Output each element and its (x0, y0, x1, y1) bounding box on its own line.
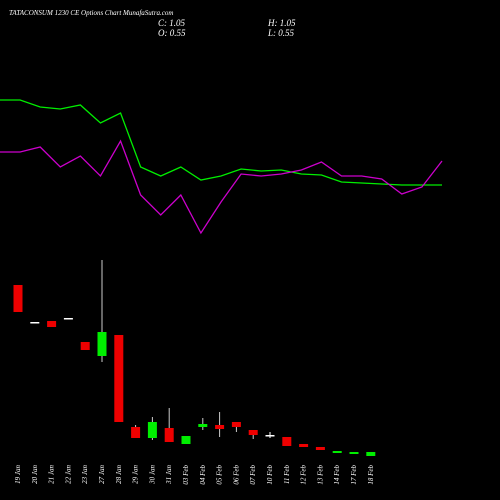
x-tick-label: 27 Jan (98, 465, 106, 484)
x-tick-label: 03 Feb (182, 465, 190, 485)
close-label: C: 1.05 (158, 18, 186, 28)
candle-body (63, 318, 73, 320)
x-tick-label: 17 Feb (350, 465, 358, 485)
x-tick-label: 28 Jan (115, 465, 123, 484)
x-tick-label: 12 Feb (300, 465, 308, 485)
candle-body (164, 428, 174, 442)
candle-body (282, 437, 292, 446)
open-label: O: 0.55 (158, 28, 186, 38)
x-tick-label: 22 Jan (64, 465, 72, 484)
candle-body (97, 332, 107, 356)
x-tick-label: 11 Feb (283, 465, 291, 485)
x-tick-label: 13 Feb (316, 465, 324, 485)
candle-body (215, 425, 225, 429)
x-tick-label: 23 Jan (81, 465, 89, 484)
high-label: H: 1.05 (267, 18, 296, 28)
candle-body (332, 451, 342, 453)
x-tick-label: 19 Jan (14, 465, 22, 484)
candle-body (315, 447, 325, 450)
x-tick-label: 06 Feb (232, 465, 240, 485)
x-tick-label: 29 Jan (132, 465, 140, 484)
candle-body (366, 452, 376, 456)
x-tick-label: 30 Jan (148, 465, 156, 485)
candle-body (198, 424, 208, 427)
low-label: L: 0.55 (267, 28, 295, 38)
x-tick-label: 14 Feb (333, 465, 341, 485)
line-series (0, 99, 442, 186)
candle-body (248, 430, 258, 435)
x-tick-label: 07 Feb (249, 465, 257, 485)
chart-title: TATACONSUM 1230 CE Options Chart MunafaS… (9, 9, 173, 17)
x-tick-label: 21 Jan (48, 465, 56, 484)
x-tick-label: 31 Jan (165, 465, 173, 485)
candle-body (231, 422, 241, 427)
candle-body (80, 342, 90, 350)
x-tick-label: 18 Feb (367, 465, 375, 485)
x-tick-label: 05 Feb (216, 465, 224, 485)
candle-body (13, 285, 23, 312)
line-series (0, 139, 443, 235)
candle-body (47, 321, 57, 327)
candle-body (349, 452, 359, 454)
candle-body (181, 436, 191, 444)
candle-body (147, 422, 157, 438)
candle-body (299, 444, 309, 447)
candle-body (30, 322, 40, 324)
candle-body (131, 427, 141, 438)
x-tick-label: 20 Jan (31, 465, 39, 484)
x-tick-label: 10 Feb (266, 465, 274, 485)
x-tick-label: 04 Feb (199, 465, 207, 485)
candle-body (114, 335, 124, 422)
candle-body (265, 435, 275, 437)
